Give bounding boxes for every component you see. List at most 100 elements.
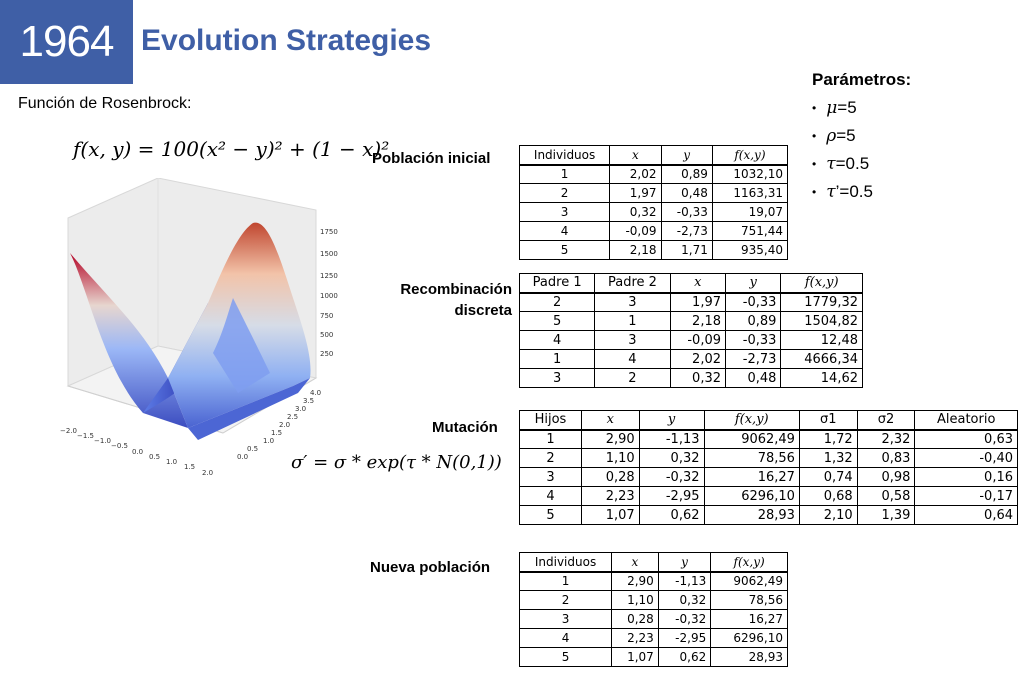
y-tick-label: 1.0 <box>263 437 274 445</box>
table-row: 3 0,28 -0,32 16,27 <box>518 609 788 629</box>
y-tick-label: 2.0 <box>279 421 290 429</box>
table-cell: 935,40 <box>711 240 789 260</box>
table-cell: 3 <box>519 467 582 487</box>
table-cell: 2,02 <box>609 164 662 184</box>
table-header: y <box>638 410 705 430</box>
x-tick-label: −2.0 <box>60 427 77 435</box>
table-cell: 0,89 <box>724 311 782 331</box>
y-tick-label: 1.5 <box>271 429 282 437</box>
table-header: x <box>609 145 662 165</box>
table-cell: 2,18 <box>669 311 727 331</box>
sigma-update-formula-text: σ′ = σ * exp(τ * N(0,1)) <box>291 452 502 473</box>
table-cell: 2,10 <box>798 505 858 525</box>
table-cell: 0,32 <box>609 202 662 222</box>
table-row: 3 0,32 -0,33 19,07 <box>518 202 789 222</box>
table-cell: 2 <box>518 183 611 203</box>
table-cell: 0,89 <box>660 164 713 184</box>
table-cell: 3 <box>594 330 671 350</box>
y-tick-label: 3.0 <box>295 405 306 413</box>
z-tick-label: 1500 <box>320 250 338 258</box>
table-cell: 5 <box>518 311 596 331</box>
parameters-panel: Parámetros: • μ =5 • ρ =5 • τ =0.5 • τ ’=0.5 <box>812 70 911 210</box>
table-cell: 0,32 <box>657 590 712 610</box>
parameter-item-rho: • ρ =5 <box>812 126 911 146</box>
table-row: 5 1,07 0,62 28,93 <box>518 647 788 667</box>
table-cell: 0,62 <box>657 647 712 667</box>
z-tick-label: 1250 <box>320 272 338 280</box>
table-cell: 4 <box>519 486 582 506</box>
table-cell: 0,32 <box>669 368 727 388</box>
table-cell: 0,58 <box>856 486 916 506</box>
table-cell: 3 <box>518 609 613 629</box>
table-header: Hijos <box>519 410 582 430</box>
table-cell: 0,74 <box>798 467 858 487</box>
y-tick-label: 4.0 <box>310 389 321 397</box>
table-cell: 1,10 <box>580 448 640 468</box>
table-cell: 9062,49 <box>710 571 788 591</box>
label-initial-population: Población inicial <box>372 150 491 167</box>
parameter-symbol: ρ <box>826 126 837 146</box>
rosenbrock-surface-plot: 1750 1500 1250 1000 750 500 250 4.0 3.5 … <box>60 178 338 477</box>
table-header: Individuos <box>518 552 613 572</box>
table-cell: 0,16 <box>914 467 1018 487</box>
table-cell: 1 <box>518 349 596 369</box>
bullet-icon: • <box>812 185 817 199</box>
table-row: 2 3 1,97 -0,33 1779,32 <box>518 292 863 312</box>
table-cell: -0,09 <box>669 330 727 350</box>
z-tick-label: 250 <box>320 350 333 358</box>
table-cell: 1 <box>519 429 582 449</box>
table-new-population: Individuos x y f(x,y) 1 2,90 -1,13 9062,49 … <box>518 552 788 667</box>
table-cell: 4666,34 <box>780 349 863 369</box>
bullet-icon: • <box>812 129 817 143</box>
z-tick-label: 1000 <box>320 292 338 300</box>
y-tick-label: 0.5 <box>247 445 258 453</box>
table-cell: 78,56 <box>710 590 788 610</box>
table-row: 1 2,90 -1,13 9062,49 <box>518 571 788 591</box>
table-mutation: Hijos x y f(x,y) σ1 σ2 Aleatorio 1 2,90 -1… <box>519 410 1018 525</box>
table-cell: -2,73 <box>724 349 782 369</box>
table-header: f(x,y) <box>780 273 863 293</box>
label-recomb-line2: discreta <box>454 302 512 319</box>
sigma-update-formula: σ′ = σ * exp(τ * N(0,1)) <box>291 452 502 473</box>
label-recomb-line1: Recombinación <box>400 281 512 298</box>
table-cell: -0,33 <box>724 330 782 350</box>
table-header: y <box>660 145 713 165</box>
table-initial-population: Individuos x y f(x,y) 1 2,02 0,89 1032,10 2… <box>518 145 789 260</box>
x-tick-label: −0.5 <box>111 442 128 450</box>
table-header: y <box>724 273 782 293</box>
table-cell: 2,23 <box>580 486 640 506</box>
table-cell: 1,97 <box>609 183 662 203</box>
x-tick-label: 1.0 <box>166 458 177 466</box>
x-tick-label: 0.0 <box>132 448 143 456</box>
table-cell: 2 <box>519 448 582 468</box>
table-row: 5 1 2,18 0,89 1504,82 <box>518 311 863 331</box>
table-cell: 16,27 <box>710 609 788 629</box>
table-cell: 2,90 <box>611 571 659 591</box>
z-tick-label: 1750 <box>320 228 338 236</box>
table-cell: 1 <box>518 571 613 591</box>
table-header: x <box>611 552 659 572</box>
table-cell: -0,09 <box>609 221 662 241</box>
bullet-icon: • <box>812 157 817 171</box>
table-cell: 0,83 <box>856 448 916 468</box>
table-cell: 3 <box>594 292 671 312</box>
table-cell: 0,98 <box>856 467 916 487</box>
bullet-icon: • <box>812 101 817 115</box>
table-cell: 1032,10 <box>711 164 789 184</box>
table-cell: 9062,49 <box>703 429 800 449</box>
table-cell: -0,32 <box>638 467 705 487</box>
table-cell: 1163,31 <box>711 183 789 203</box>
table-row: 1 2,02 0,89 1032,10 <box>518 164 789 184</box>
table-row: 4 2,23 -2,95 6296,10 0,68 0,58 -0,17 <box>519 486 1018 506</box>
table-cell: 3 <box>518 202 611 222</box>
table-cell: 14,62 <box>780 368 863 388</box>
table-cell: 1504,82 <box>780 311 863 331</box>
table-cell: 4 <box>594 349 671 369</box>
parameter-value: ’=0.5 <box>835 182 873 201</box>
parameter-symbol: μ <box>826 98 838 118</box>
parameter-item-tau: • τ =0.5 <box>812 154 911 174</box>
table-row: 3 2 0,32 0,48 14,62 <box>518 368 863 388</box>
table-cell: 6296,10 <box>703 486 800 506</box>
table-row: 1 2,90 -1,13 9062,49 1,72 2,32 0,63 <box>519 429 1018 449</box>
table-cell: 12,48 <box>780 330 863 350</box>
